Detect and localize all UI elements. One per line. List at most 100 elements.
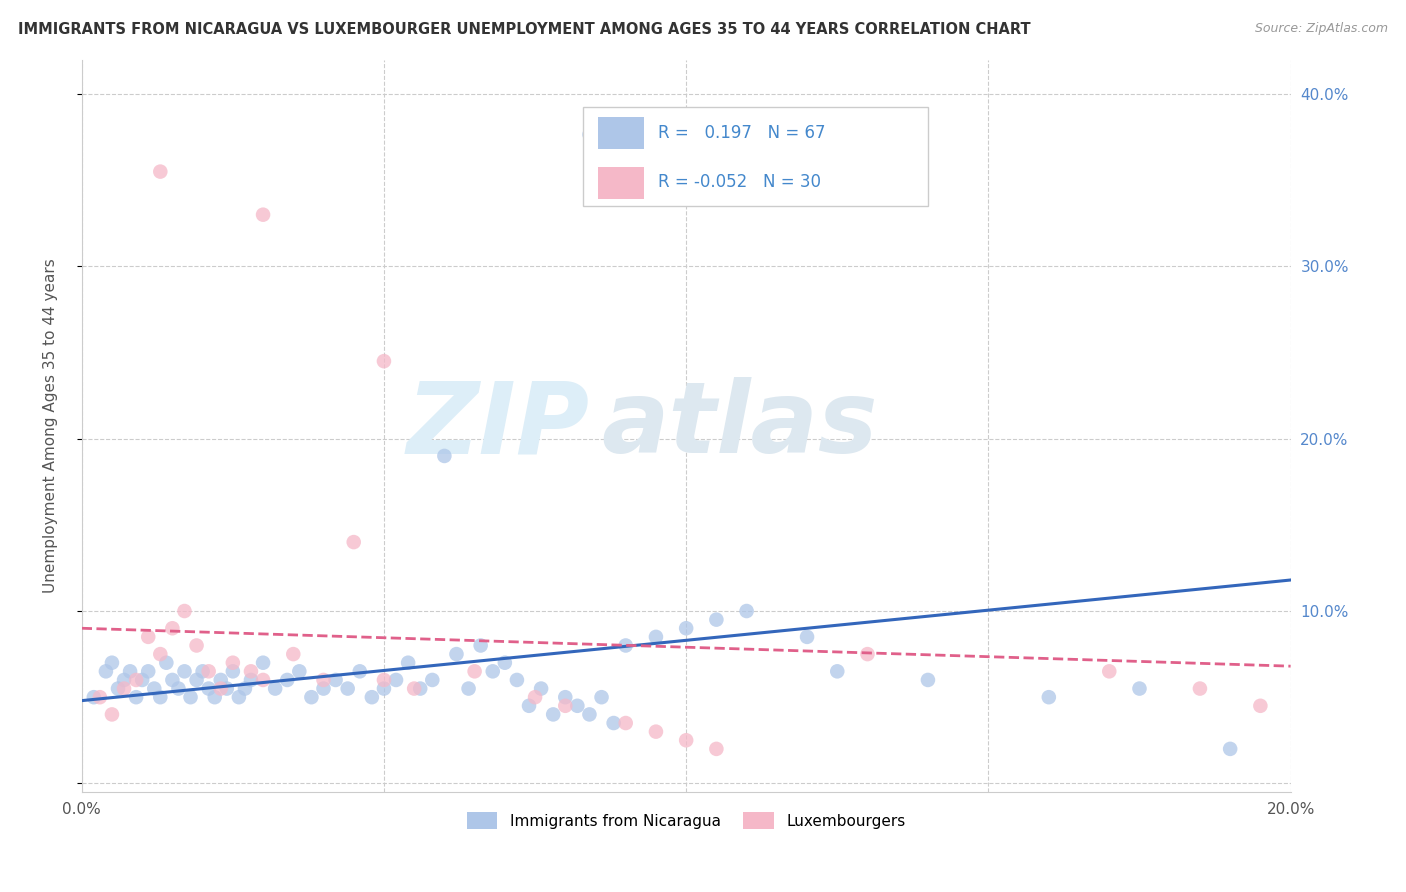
FancyBboxPatch shape [583,107,928,206]
Point [404,681,426,696]
Point [856,647,879,661]
Point [112,681,135,696]
Text: Source: ZipAtlas.com: Source: ZipAtlas.com [1254,22,1388,36]
Point [112,673,135,687]
Point [252,673,274,687]
Point [541,707,564,722]
Point [433,449,456,463]
Point [385,673,408,687]
Point [299,690,322,705]
Legend: Immigrants from Nicaragua, Luxembourgers: Immigrants from Nicaragua, Luxembourgers [461,805,911,836]
Point [1128,681,1150,696]
Point [735,604,758,618]
Point [796,630,818,644]
Text: ZIP: ZIP [406,377,589,475]
Point [578,707,600,722]
Point [252,208,274,222]
Point [288,665,311,679]
Point [162,621,184,635]
Point [645,724,668,739]
Point [481,665,503,679]
Bar [598,167,644,199]
Point [89,690,111,705]
Point [825,665,848,679]
Point [530,681,553,696]
Text: R =   0.197   N = 67: R = 0.197 N = 67 [658,124,825,142]
Point [83,690,105,705]
Point [162,673,184,687]
Point [409,681,432,696]
Point [240,673,263,687]
Point [149,647,172,661]
Point [233,681,256,696]
Point [173,604,195,618]
Point [180,690,202,705]
Point [125,690,148,705]
Point [264,681,287,696]
Point [125,673,148,687]
Point [457,681,479,696]
Point [1038,690,1060,705]
Point [197,665,219,679]
Point [191,665,214,679]
Point [1249,698,1271,713]
Point [312,673,335,687]
Point [494,656,516,670]
Point [1098,665,1121,679]
Point [554,690,576,705]
Point [614,639,637,653]
Point [107,681,129,696]
Bar [598,117,644,149]
Point [312,681,335,696]
Point [325,673,347,687]
Point [228,690,250,705]
Point [101,656,124,670]
Point [506,673,529,687]
Point [276,673,298,687]
Point [204,690,226,705]
Point [524,690,547,705]
Point [222,665,245,679]
Point [396,656,419,670]
Point [343,535,366,549]
Point [143,681,166,696]
Point [373,354,395,368]
Point [149,164,172,178]
Point [373,673,395,687]
Point [349,665,371,679]
Point [197,681,219,696]
Point [602,716,624,731]
Point [675,733,697,747]
Point [155,656,177,670]
Point [591,690,613,705]
Point [373,681,395,696]
Point [120,665,142,679]
Point [336,681,359,696]
Point [675,621,697,635]
Point [209,681,232,696]
Point [222,656,245,670]
Point [1188,681,1211,696]
Point [554,698,576,713]
Text: R = -0.052   N = 30: R = -0.052 N = 30 [658,173,821,192]
Text: IMMIGRANTS FROM NICARAGUA VS LUXEMBOURGER UNEMPLOYMENT AMONG AGES 35 TO 44 YEARS: IMMIGRANTS FROM NICARAGUA VS LUXEMBOURGE… [18,22,1031,37]
Point [149,690,172,705]
Point [464,665,486,679]
Point [173,665,195,679]
Point [917,673,939,687]
Point [131,673,153,687]
Point [614,716,637,731]
Point [706,742,728,756]
Point [567,698,589,713]
Point [645,630,668,644]
Point [136,665,159,679]
Point [446,647,468,661]
Point [420,673,443,687]
Point [1219,742,1241,756]
Point [215,681,238,696]
Point [240,665,263,679]
Point [470,639,492,653]
Point [186,639,208,653]
Point [94,665,117,679]
Point [186,673,208,687]
